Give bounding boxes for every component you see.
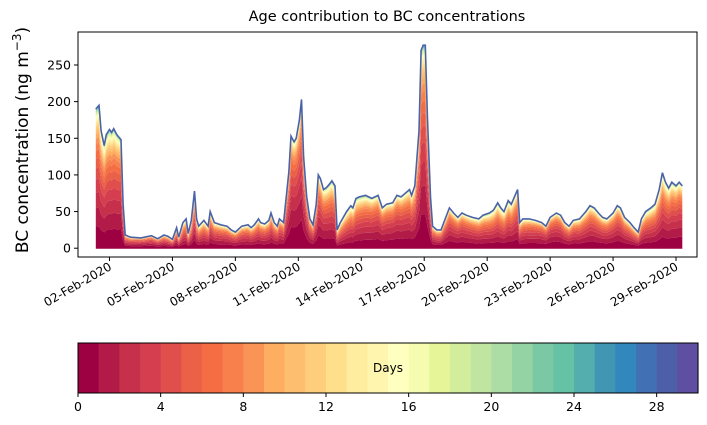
x-tick-label: 23-Feb-2020	[482, 259, 555, 309]
colorbar-swatch-14	[367, 343, 389, 393]
y-axis-label-sup: −3	[10, 33, 24, 51]
colorbar-tick-label: 28	[649, 399, 665, 414]
colorbar-swatch-10	[284, 343, 306, 393]
colorbar-swatch-12	[326, 343, 348, 393]
age-band-2	[95, 162, 683, 246]
colorbar-swatch-11	[305, 343, 327, 393]
y-tick-label: 50	[55, 204, 71, 219]
x-tick-label: 05-Feb-2020	[104, 259, 177, 309]
age-band-3	[95, 142, 683, 245]
age-band-1	[95, 185, 683, 247]
colorbar-swatch-21	[512, 343, 534, 393]
colorbar-swatch-4	[160, 343, 182, 393]
plot-area	[95, 44, 683, 249]
y-tick-label: 200	[47, 94, 71, 109]
x-tick-label: 29-Feb-2020	[608, 259, 681, 309]
age-band-0	[95, 214, 683, 249]
x-tick-label: 17-Feb-2020	[356, 259, 429, 309]
y-tick-label: 100	[47, 167, 71, 182]
colorbar-tick-label: 20	[483, 399, 499, 414]
colorbar-tick-label: 12	[318, 399, 334, 414]
x-tick-label: 02-Feb-2020	[41, 259, 114, 309]
colorbar-tick-label: 8	[239, 399, 247, 414]
colorbar-label: Days	[373, 361, 403, 375]
chart-title: Age contribution to BC concentrations	[249, 9, 526, 25]
y-tick-label: 250	[47, 57, 71, 72]
colorbar-swatch-23	[553, 343, 575, 393]
colorbar-swatch-2	[119, 343, 141, 393]
colorbar-swatch-6	[202, 343, 224, 393]
colorbar-swatch-19	[470, 343, 492, 393]
colorbar-swatch-3	[140, 343, 162, 393]
colorbar-swatch-29	[677, 343, 699, 393]
colorbar-swatch-1	[98, 343, 120, 393]
colorbar-swatch-24	[574, 343, 596, 393]
colorbar-swatch-28	[656, 343, 678, 393]
colorbar-swatch-18	[450, 343, 472, 393]
colorbar-tick-label: 4	[157, 399, 165, 414]
x-tick-label: 26-Feb-2020	[545, 259, 618, 309]
colorbar-swatch-15	[388, 343, 410, 393]
colorbar-swatch-9	[264, 343, 286, 393]
colorbar-swatch-22	[532, 343, 554, 393]
plot-frame	[77, 31, 698, 258]
x-tick-label: 20-Feb-2020	[419, 259, 492, 309]
colorbar-swatch-25	[594, 343, 616, 393]
colorbar-swatch-20	[491, 343, 513, 393]
x-tick-label: 14-Feb-2020	[293, 259, 366, 309]
colorbar-swatch-0	[78, 343, 100, 393]
colorbar-swatch-17	[429, 343, 451, 393]
total-line	[95, 44, 683, 241]
colorbar-tick-label: 16	[401, 399, 417, 414]
colorbar-swatch-5	[181, 343, 203, 393]
colorbar-frame	[77, 342, 699, 394]
colorbar-swatch-8	[243, 343, 265, 393]
colorbar-tick-label: 24	[566, 399, 582, 414]
colorbar-swatch-27	[636, 343, 658, 393]
y-axis-label: BC concentration (ng m−3)	[10, 27, 33, 253]
colorbar-swatch-16	[408, 343, 430, 393]
colorbar-ticks: 0 4 8 12 16 20 24 28	[74, 393, 665, 414]
colorbar	[78, 343, 699, 393]
y-tick-label: 150	[47, 131, 71, 146]
x-tick-label: 11-Feb-2020	[230, 259, 303, 309]
y-axis: 0 50 100 150 200 250	[47, 57, 78, 256]
x-axis: 02-Feb-202005-Feb-202008-Feb-202011-Feb-…	[41, 257, 681, 309]
age-band-4	[95, 125, 683, 244]
colorbar-swatch-26	[615, 343, 637, 393]
colorbar-swatch-7	[222, 343, 244, 393]
colorbar-tick-label: 0	[74, 399, 82, 414]
x-tick-label: 08-Feb-2020	[167, 259, 240, 309]
y-tick-label: 0	[63, 241, 71, 256]
colorbar-swatch-13	[346, 343, 368, 393]
y-axis-label-close: )	[13, 27, 33, 34]
y-axis-label-main: BC concentration (ng m	[13, 51, 33, 253]
age-band-5	[95, 112, 683, 243]
